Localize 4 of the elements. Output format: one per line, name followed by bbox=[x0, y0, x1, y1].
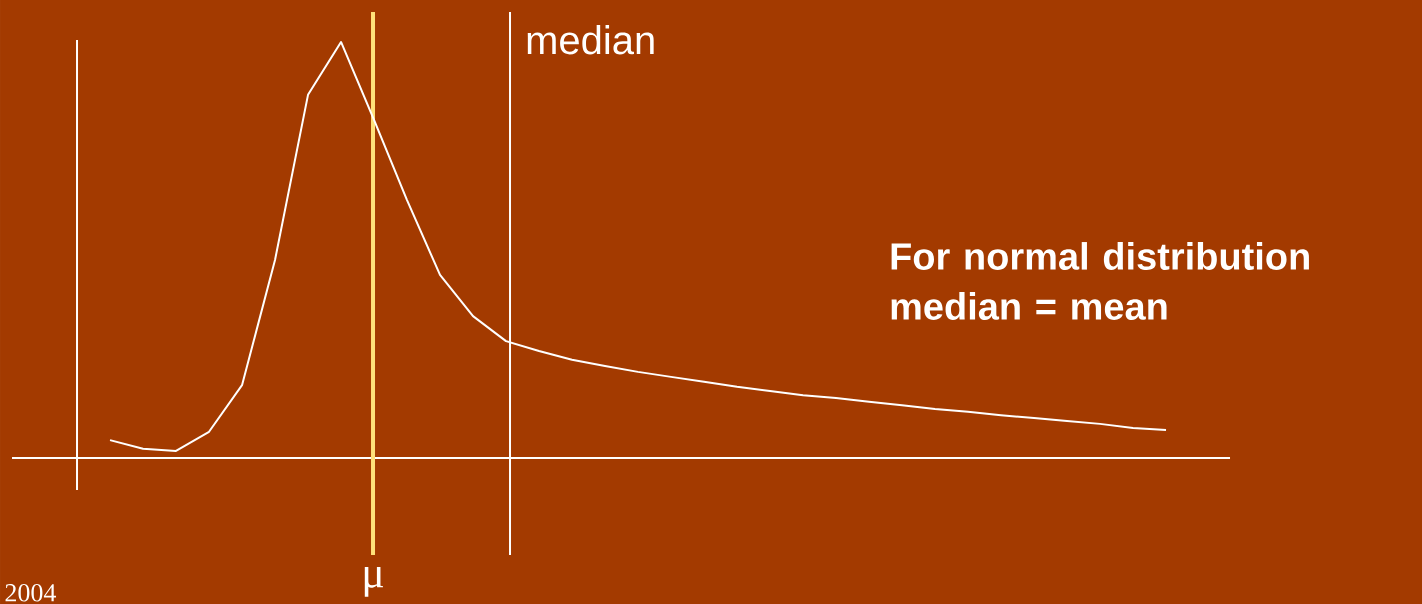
annotation: For normal distribution median = mean bbox=[891, 242, 1309, 320]
text: μ bbox=[364, 567, 384, 597]
text: 2004 bbox=[5, 584, 57, 602]
annotation: median bbox=[527, 25, 654, 55]
